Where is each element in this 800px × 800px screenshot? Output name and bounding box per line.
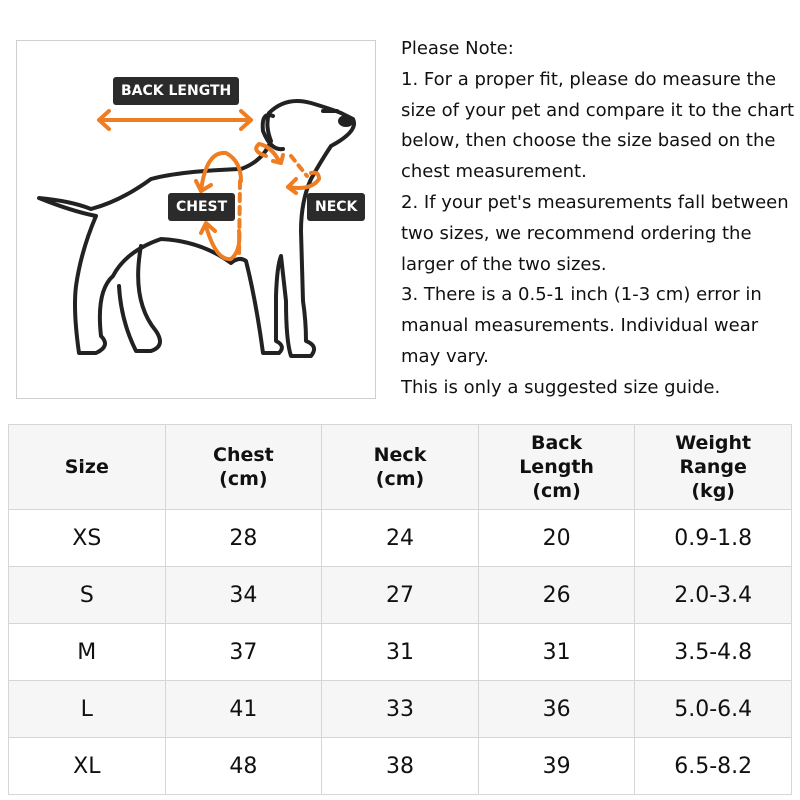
- table-cell: 36: [477, 680, 636, 738]
- header-text: (kg): [691, 480, 735, 502]
- table-row: XL 48 38 39 6.5-8.2: [8, 737, 792, 795]
- table-cell: 38: [321, 737, 479, 795]
- back-length-label: BACK LENGTH: [113, 77, 240, 105]
- header-text: Back: [530, 432, 583, 454]
- header-text: Neck: [373, 444, 427, 466]
- table-cell: 28: [164, 509, 323, 567]
- table-row: M 37 31 31 3.5-4.8: [8, 623, 792, 681]
- column-header: Neck (cm): [321, 424, 479, 510]
- table-cell: 5.0-6.4: [634, 680, 792, 738]
- table-cell: 20: [477, 509, 636, 567]
- size-note: Please Note: 1. For a proper fit, please…: [401, 34, 796, 404]
- chest-label: CHEST: [168, 193, 236, 221]
- column-header: Size: [8, 424, 166, 510]
- table-cell: L: [8, 680, 166, 738]
- table-cell: 3.5-4.8: [634, 623, 792, 681]
- table-cell: 31: [477, 623, 636, 681]
- neck-label: NECK: [307, 193, 366, 221]
- table-cell: 34: [164, 566, 323, 624]
- note-line: 2. If your pet's measurements fall betwe…: [401, 191, 789, 275]
- column-header: Back Length (cm): [477, 424, 636, 510]
- table-cell: 33: [321, 680, 479, 738]
- note-line: 3. There is a 0.5-1 inch (1-3 cm) error …: [401, 284, 762, 367]
- table-cell: 41: [164, 680, 323, 738]
- table-row: L 41 33 36 5.0-6.4: [8, 680, 792, 738]
- table-cell: XL: [8, 737, 166, 795]
- header-text: Range: [679, 456, 747, 478]
- table-row: S 34 27 26 2.0-3.4: [8, 566, 792, 624]
- table-cell: 0.9-1.8: [634, 509, 792, 567]
- note-title: Please Note:: [401, 38, 514, 59]
- table-cell: 27: [321, 566, 479, 624]
- header-text: Size: [64, 456, 109, 478]
- header-text: Chest: [213, 444, 274, 466]
- note-line: 1. For a proper fit, please do measure t…: [401, 68, 795, 183]
- column-header: Weight Range (kg): [634, 424, 792, 510]
- table-cell: 24: [321, 509, 479, 567]
- table-cell: 2.0-3.4: [634, 566, 792, 624]
- table-row: XS 28 24 20 0.9-1.8: [8, 509, 792, 567]
- table-cell: 48: [164, 737, 323, 795]
- table-cell: 31: [321, 623, 479, 681]
- note-line: This is only a suggested size guide.: [401, 376, 721, 398]
- table-cell: 26: [477, 566, 636, 624]
- table-cell: 6.5-8.2: [634, 737, 792, 795]
- table-header-row: Size Chest (cm) Neck (cm) Back Length (cm) Weigh…: [8, 424, 792, 510]
- measurement-diagram: BACK LENGTH CHEST NECK: [16, 40, 376, 399]
- table-cell: XS: [8, 509, 166, 567]
- column-header: Chest (cm): [164, 424, 323, 510]
- dog-illustration: [37, 99, 356, 358]
- table-cell: 37: [164, 623, 323, 681]
- header-text: (cm): [219, 468, 268, 490]
- table-cell: M: [8, 623, 166, 681]
- table-cell: S: [8, 566, 166, 624]
- header-text: (cm): [375, 468, 425, 490]
- table-cell: 39: [477, 737, 636, 795]
- header-text: Length: [519, 456, 594, 478]
- header-text: Weight: [675, 432, 752, 454]
- size-chart-table: Size Chest (cm) Neck (cm) Back Length (cm) Weigh…: [8, 424, 792, 795]
- header-text: (cm): [532, 480, 581, 502]
